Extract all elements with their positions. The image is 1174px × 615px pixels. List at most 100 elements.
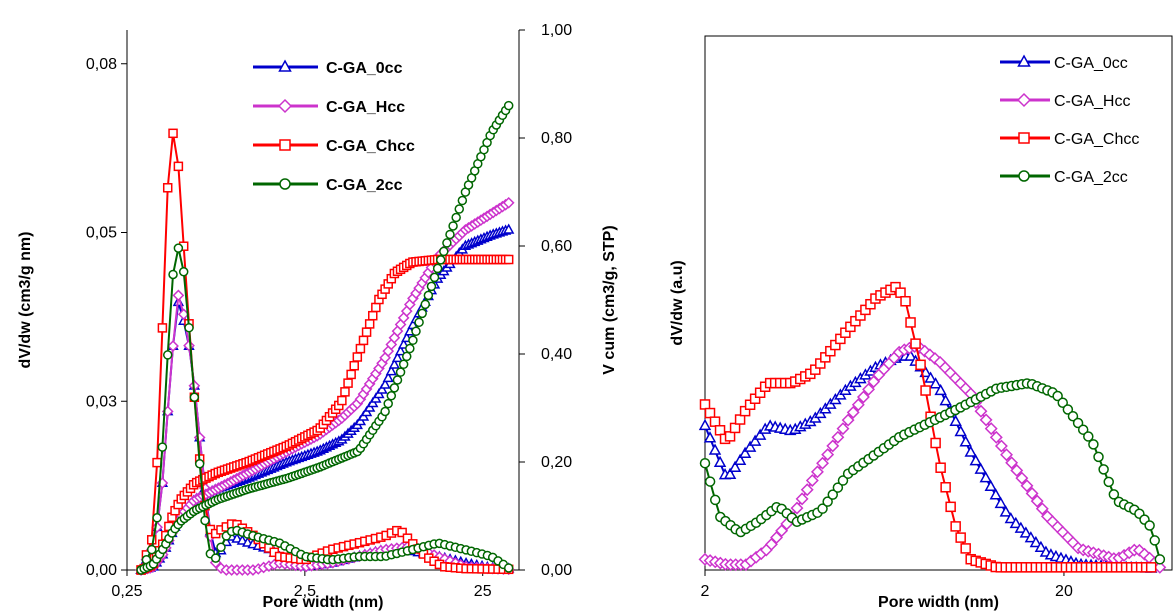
x-tick-label: 2 [701, 583, 710, 600]
dist-point [984, 479, 997, 491]
vcum-point [417, 308, 427, 319]
vcum-point [385, 365, 397, 376]
dist-point [743, 440, 757, 452]
dist-point [959, 435, 972, 447]
dvdw-point [157, 323, 168, 333]
dist-point [790, 501, 804, 515]
dist-point [929, 377, 942, 389]
dvdw-point [146, 544, 157, 555]
dist-point [734, 414, 746, 425]
vcum-point [454, 204, 465, 214]
dvdw-point [173, 161, 184, 172]
dist-point [960, 543, 971, 554]
dvdw-point [503, 563, 514, 573]
legend-marker [1018, 170, 1030, 182]
y-tick-label: 0,08 [86, 56, 117, 73]
legend-marker [277, 98, 293, 114]
dist-point [832, 482, 844, 493]
y-tick-label: 0,03 [86, 393, 117, 410]
dist-point [989, 430, 1003, 444]
dist-point [699, 399, 711, 410]
x-tick-label: 20 [1055, 583, 1073, 600]
right-plot-frame [704, 35, 1173, 571]
dist-point [1019, 526, 1033, 538]
vcum-point [502, 196, 515, 209]
dist-point [1014, 521, 1028, 533]
legend-marker [279, 139, 291, 151]
dist-point [709, 416, 721, 427]
dist-point [955, 532, 966, 543]
vcum-point [435, 255, 446, 265]
series-C-GA_Chcc [699, 281, 1157, 573]
dist-point [817, 503, 828, 514]
dist-point [1024, 531, 1038, 543]
right-y-axis-label: dV/dw (a.u) [669, 260, 686, 345]
vcum-point [395, 367, 406, 377]
dist-point [708, 443, 722, 455]
vcum-point [432, 263, 443, 274]
dist-point [979, 413, 993, 427]
dist-point [1138, 547, 1151, 561]
vcum-point [429, 272, 440, 283]
legend-label: C-GA_0cc [326, 60, 403, 77]
dist-point [827, 489, 839, 500]
vcum-point [445, 229, 455, 240]
dist-point [974, 462, 987, 474]
y-tick-label: 0,00 [86, 562, 117, 579]
dist-point [1029, 535, 1043, 548]
legend-label: C-GA_0cc [1054, 55, 1128, 72]
dist-point [775, 524, 789, 538]
dist-point [1020, 479, 1034, 493]
dist-point [837, 475, 849, 486]
dist-point [733, 453, 747, 465]
dist-point [945, 501, 956, 513]
series-C-GA_2cc [136, 100, 514, 575]
vcum-point [391, 351, 404, 363]
x-tick-label: 2,5 [294, 583, 316, 600]
dist-point [703, 431, 717, 443]
dist-point [920, 385, 931, 396]
dist-point [729, 422, 741, 434]
legend-label: C-GA_Chcc [1054, 131, 1139, 148]
vcum-point [379, 378, 391, 389]
dist-point [826, 439, 840, 453]
dist-point [924, 371, 937, 383]
series-C-GA_Chcc [136, 128, 514, 575]
dist-point [810, 465, 824, 479]
y2-tick-label: 0,00 [541, 562, 572, 579]
dist-point [1132, 543, 1146, 557]
dist-point [939, 394, 952, 406]
right-x-axis-label: Pore width (nm) [878, 594, 999, 611]
dist-point [910, 338, 921, 349]
dist-point [1067, 410, 1079, 422]
vcum-point [361, 327, 372, 337]
legend-marker [278, 59, 292, 72]
dvdw-point [189, 392, 200, 402]
dist-point [1025, 486, 1039, 500]
dist-point [709, 494, 721, 506]
dist-point [984, 422, 998, 436]
dist-point [1103, 476, 1114, 488]
vcum-point [414, 317, 424, 328]
dist-point [724, 431, 736, 442]
x-tick-label: 25 [474, 583, 492, 600]
dvdw-line [140, 247, 510, 571]
vcum-point [380, 406, 390, 417]
dist-point [841, 413, 855, 427]
vcum-point [352, 352, 363, 362]
series-C-GA_2cc [699, 378, 1166, 565]
dist-point [795, 492, 809, 506]
vcum-point [451, 212, 461, 223]
dist-point [770, 531, 784, 544]
dist-point [954, 424, 967, 437]
legend-label: C-GA_Hcc [1054, 93, 1130, 110]
dist-point [930, 437, 941, 449]
dist-point [915, 359, 926, 371]
dist-point [895, 287, 906, 298]
vcum-point [388, 358, 401, 369]
vcum-point [448, 221, 458, 231]
vcum-point [358, 335, 369, 346]
dist-point [1005, 456, 1019, 470]
dvdw-point [152, 457, 162, 468]
dist-point [753, 428, 767, 440]
